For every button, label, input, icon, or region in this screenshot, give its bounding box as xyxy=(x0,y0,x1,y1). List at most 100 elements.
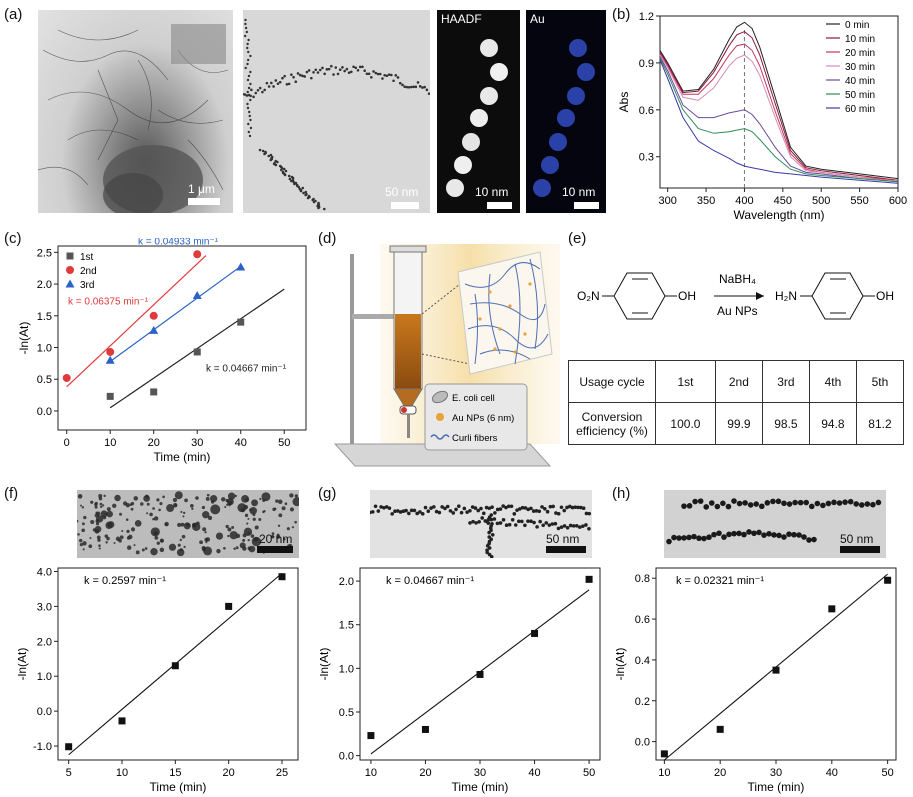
x-tick-label: 30 xyxy=(474,767,486,779)
particle xyxy=(252,517,256,521)
y-axis-label: Abs xyxy=(618,92,631,113)
particle xyxy=(296,72,300,75)
particle xyxy=(692,498,698,505)
particle xyxy=(336,72,340,76)
legend-e-coli: E. coli cell xyxy=(452,393,495,404)
particle xyxy=(584,523,588,527)
particle xyxy=(484,505,489,510)
particle xyxy=(244,26,248,30)
particle xyxy=(347,71,351,75)
rate-constant-label: k = 0.04933 min⁻¹ xyxy=(138,238,219,248)
particle xyxy=(487,506,492,511)
particle xyxy=(96,535,101,540)
particle xyxy=(547,523,552,527)
particle xyxy=(265,81,269,85)
particle xyxy=(414,85,418,89)
data-point xyxy=(149,311,158,320)
particle xyxy=(796,532,802,538)
particle xyxy=(287,82,291,86)
particle xyxy=(159,502,163,506)
particle xyxy=(292,75,295,79)
y-tick-label: 0.5 xyxy=(37,374,52,386)
y-tick-label: 0.0 xyxy=(339,751,354,763)
particle xyxy=(172,497,178,503)
stopcock-handle[interactable] xyxy=(401,407,407,413)
legend-au-np: Au NPs (6 nm) xyxy=(452,413,514,424)
particle xyxy=(95,522,100,526)
particle xyxy=(172,502,178,508)
x-tick-label: 30 xyxy=(191,437,203,449)
particle xyxy=(747,502,754,508)
particle xyxy=(568,523,573,528)
x-tick-label: 15 xyxy=(169,767,181,779)
x-tick-label: 5 xyxy=(66,767,72,779)
benzene-ring-product xyxy=(811,272,864,320)
particle xyxy=(842,499,848,505)
particle xyxy=(106,507,111,512)
particle xyxy=(509,504,514,509)
particle xyxy=(420,512,425,516)
particle xyxy=(756,529,762,536)
particle xyxy=(249,82,252,86)
particle xyxy=(701,535,707,542)
legend-label: 40 min xyxy=(845,76,875,87)
particle xyxy=(510,518,515,522)
particle xyxy=(811,536,817,543)
product-amine: H₂N xyxy=(775,289,797,303)
particle xyxy=(681,535,687,541)
particle xyxy=(245,30,249,34)
particle xyxy=(393,509,397,514)
particle xyxy=(271,535,274,538)
particle xyxy=(376,509,381,513)
y-tick-label: 0.5 xyxy=(339,707,354,719)
tem-image-g: 50 nm xyxy=(370,490,592,558)
particle xyxy=(263,88,266,92)
particle xyxy=(797,499,804,506)
particle xyxy=(312,70,315,74)
particle xyxy=(440,505,444,509)
particle xyxy=(706,534,712,541)
particle xyxy=(247,130,251,134)
particle xyxy=(246,78,250,82)
particle xyxy=(113,542,116,545)
particle xyxy=(418,510,422,514)
particle xyxy=(263,509,266,513)
particle xyxy=(179,538,182,542)
x-tick-label: 10 xyxy=(365,767,377,779)
particle xyxy=(130,501,135,506)
particle xyxy=(168,543,177,551)
particle xyxy=(125,518,129,521)
particle xyxy=(565,525,570,530)
scale-bar xyxy=(546,546,586,553)
particle xyxy=(90,500,94,504)
legend-label: 1st xyxy=(80,252,94,263)
panel-label-a: (a) xyxy=(4,6,23,23)
table-header-cell: Usage cycle xyxy=(568,360,656,403)
particle xyxy=(247,532,250,535)
particle xyxy=(223,546,226,550)
particle xyxy=(370,510,375,514)
particle xyxy=(177,543,181,547)
x-tick-label: 30 xyxy=(770,767,782,779)
y-axis-label: -ln(At) xyxy=(18,322,31,355)
particle xyxy=(104,512,107,515)
particle xyxy=(487,552,492,557)
particle xyxy=(205,541,208,544)
particle xyxy=(448,509,453,513)
particle xyxy=(149,512,153,517)
reaction-scheme: O₂N OH NaBH₄ Au NPs H₂N OH xyxy=(577,272,894,320)
particle xyxy=(277,524,281,528)
y-tick-label: 2.0 xyxy=(339,576,354,588)
particle xyxy=(395,509,400,513)
particle xyxy=(226,498,234,506)
particle xyxy=(261,492,271,502)
y-tick-label: 1.0 xyxy=(339,663,354,675)
particle xyxy=(233,547,236,550)
y-tick-label: 0.8 xyxy=(635,573,650,585)
particle xyxy=(247,546,252,551)
particle xyxy=(381,77,384,80)
table-cell: 99.9 xyxy=(714,402,763,445)
particle xyxy=(204,531,207,534)
legend-label: 10 min xyxy=(845,34,875,45)
particle xyxy=(383,73,386,77)
